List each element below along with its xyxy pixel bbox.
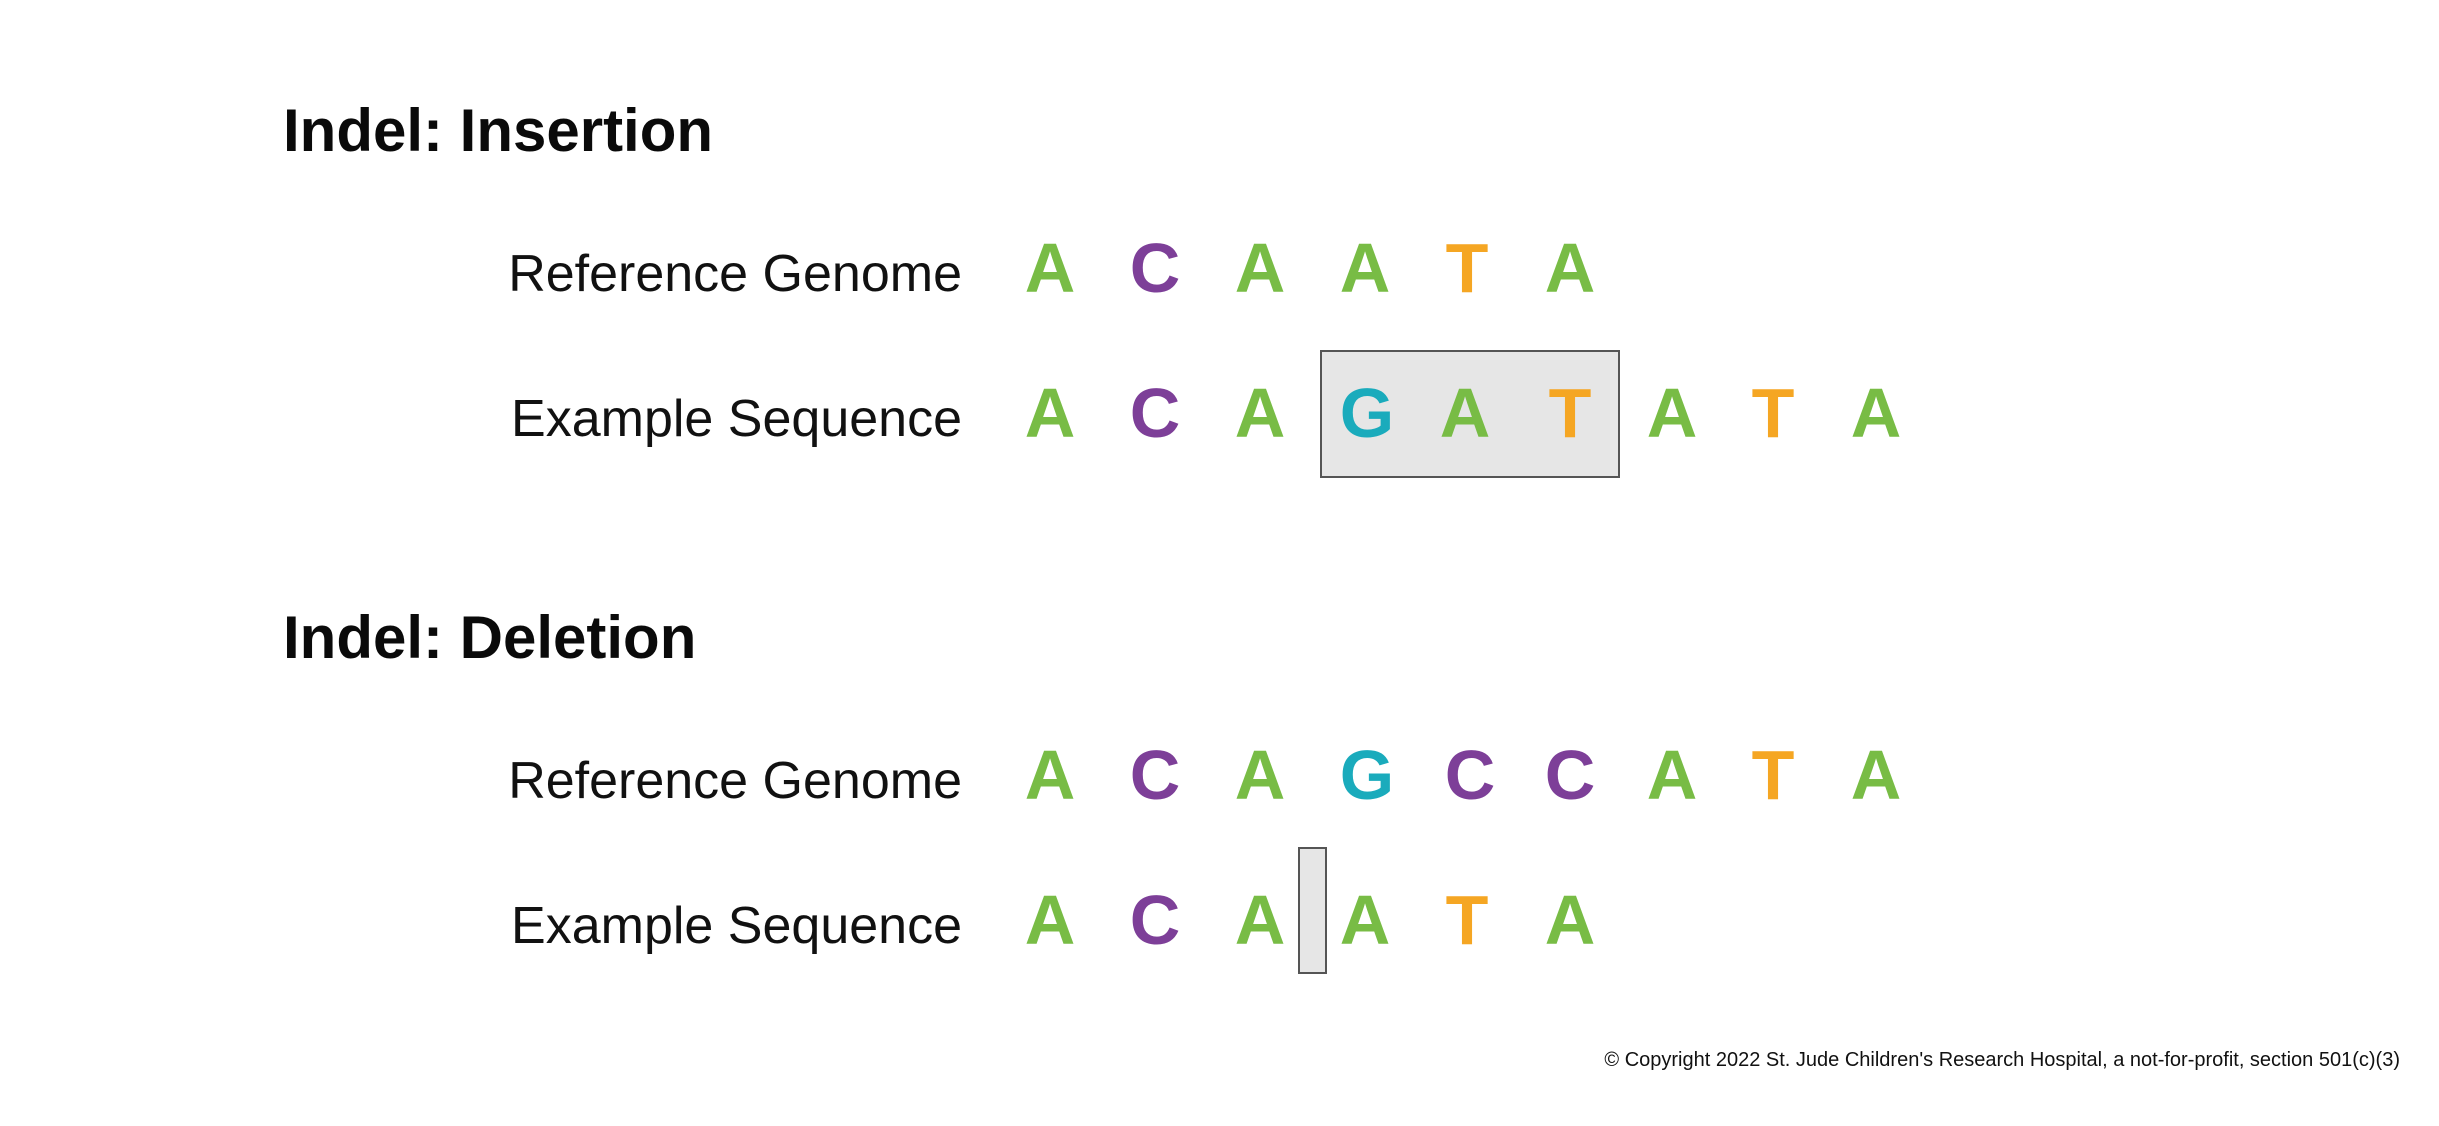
base-c: C (1444, 736, 1496, 814)
base-a: A (1544, 881, 1596, 959)
base-a: A (1234, 881, 1286, 959)
base-a: A (1234, 736, 1286, 814)
base-a: A (1339, 229, 1391, 307)
base-a: A (1024, 881, 1076, 959)
base-a: A (1234, 229, 1286, 307)
base-a: A (1024, 736, 1076, 814)
insertion-example-label: Example Sequence (511, 390, 962, 448)
base-a: A (1850, 374, 1902, 452)
base-a: A (1024, 229, 1076, 307)
insertion-highlight-box (1320, 350, 1620, 478)
deletion-example-label: Example Sequence (511, 897, 962, 955)
copyright-notice: © Copyright 2022 St. Jude Children's Res… (1604, 1049, 2400, 1071)
base-a: A (1439, 374, 1491, 452)
base-c: C (1129, 229, 1181, 307)
base-c: C (1544, 736, 1596, 814)
base-a: A (1234, 374, 1286, 452)
base-c: C (1129, 881, 1181, 959)
base-t: T (1445, 881, 1489, 959)
base-g: G (1339, 736, 1395, 814)
insertion-reference-label: Reference Genome (508, 245, 962, 303)
deletion-gap-marker (1298, 847, 1327, 974)
base-a: A (1646, 374, 1698, 452)
base-a: A (1339, 881, 1391, 959)
base-c: C (1129, 736, 1181, 814)
base-a: A (1646, 736, 1698, 814)
insertion-title: Indel: Insertion (283, 97, 714, 164)
deletion-title: Indel: Deletion (283, 604, 697, 671)
base-a: A (1024, 374, 1076, 452)
base-c: C (1129, 374, 1181, 452)
deletion-reference-label: Reference Genome (508, 752, 962, 810)
base-a: A (1850, 736, 1902, 814)
base-t: T (1751, 374, 1795, 452)
base-t: T (1548, 374, 1592, 452)
base-g: G (1339, 374, 1395, 452)
base-t: T (1445, 229, 1489, 307)
base-a: A (1544, 229, 1596, 307)
base-t: T (1751, 736, 1795, 814)
